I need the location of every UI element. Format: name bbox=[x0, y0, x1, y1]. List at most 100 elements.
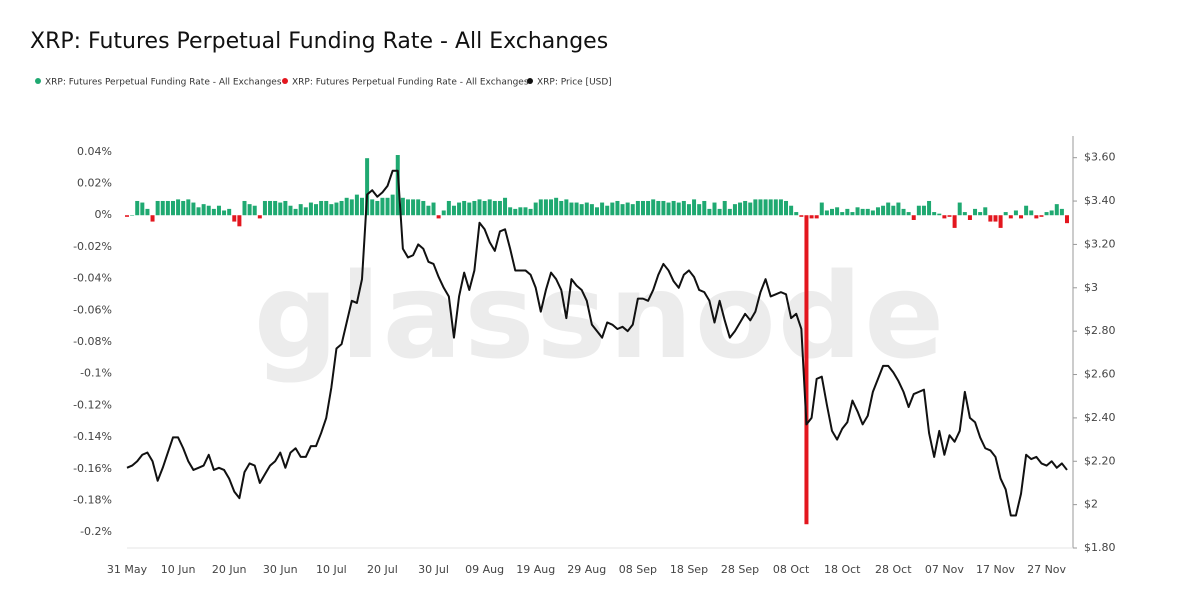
bar bbox=[262, 200, 267, 216]
bar bbox=[426, 205, 431, 216]
bar bbox=[329, 204, 334, 216]
x-tick-label: 27 Nov bbox=[1027, 563, 1066, 576]
bar bbox=[722, 200, 727, 216]
bar bbox=[620, 204, 625, 216]
y2-tick-label: $2.20 bbox=[1084, 454, 1116, 467]
bar bbox=[283, 200, 288, 216]
bar bbox=[462, 200, 467, 216]
bar bbox=[993, 215, 998, 222]
bar bbox=[441, 210, 446, 216]
y2-tick-label: $3.20 bbox=[1084, 237, 1116, 250]
bar bbox=[125, 215, 129, 217]
bar bbox=[411, 199, 416, 216]
x-tick-label: 31 May bbox=[107, 563, 148, 576]
bar bbox=[727, 208, 732, 216]
bar bbox=[595, 207, 599, 216]
bar bbox=[840, 212, 845, 216]
bar bbox=[1044, 212, 1049, 216]
bar bbox=[160, 200, 165, 216]
bar bbox=[1065, 215, 1069, 224]
y2-tick-label: $3 bbox=[1084, 281, 1098, 294]
bar bbox=[1059, 208, 1064, 216]
x-tick-label: 18 Oct bbox=[824, 563, 861, 576]
bar bbox=[247, 204, 252, 216]
bar bbox=[503, 197, 508, 216]
y-tick-label: 0.02% bbox=[77, 177, 112, 190]
bar bbox=[962, 212, 967, 216]
bar bbox=[799, 215, 804, 217]
bar bbox=[176, 199, 181, 216]
bar bbox=[237, 215, 242, 227]
bar bbox=[686, 204, 691, 216]
bar bbox=[416, 199, 421, 216]
bar bbox=[967, 215, 972, 220]
bar bbox=[646, 200, 651, 216]
bar bbox=[324, 200, 329, 216]
bar bbox=[1029, 210, 1034, 216]
bar bbox=[242, 200, 247, 216]
bar bbox=[978, 212, 983, 216]
bar bbox=[717, 208, 722, 216]
y2-tick-label: $1.80 bbox=[1084, 541, 1116, 554]
bar bbox=[477, 199, 482, 216]
bar bbox=[569, 202, 574, 216]
bar bbox=[380, 197, 385, 216]
bar bbox=[635, 200, 640, 216]
y-tick-label: -0.1% bbox=[80, 367, 112, 380]
y2-tick-label: $3.60 bbox=[1084, 151, 1116, 164]
bar bbox=[268, 200, 273, 216]
bar bbox=[533, 202, 538, 216]
bar bbox=[390, 194, 395, 216]
y-tick-label: -0.18% bbox=[73, 493, 112, 506]
legend-marker bbox=[527, 78, 533, 84]
y2-tick-label: $3.40 bbox=[1084, 194, 1116, 207]
bar bbox=[1039, 215, 1044, 217]
bar bbox=[140, 202, 145, 216]
bar bbox=[896, 202, 901, 216]
bar bbox=[1034, 215, 1039, 219]
bar bbox=[436, 215, 441, 219]
bar bbox=[681, 200, 686, 216]
bar bbox=[278, 202, 283, 216]
bar bbox=[339, 200, 344, 216]
bar bbox=[952, 215, 957, 228]
bar bbox=[421, 200, 426, 216]
bar bbox=[145, 208, 150, 216]
x-tick-label: 30 Jul bbox=[418, 563, 449, 576]
bar bbox=[630, 204, 635, 216]
bar bbox=[906, 212, 911, 216]
y2-tick-label: $2.60 bbox=[1084, 368, 1116, 381]
bar bbox=[814, 215, 819, 219]
y2-tick-label: $2.80 bbox=[1084, 324, 1116, 337]
bar bbox=[196, 207, 201, 216]
y-tick-label: -0.02% bbox=[73, 240, 112, 253]
bar bbox=[615, 200, 620, 216]
bar bbox=[773, 199, 778, 216]
bar bbox=[186, 199, 191, 216]
bar bbox=[932, 212, 937, 216]
bar bbox=[451, 205, 456, 216]
bar bbox=[375, 200, 380, 216]
bar bbox=[605, 205, 610, 216]
bar bbox=[830, 208, 834, 216]
bar bbox=[697, 204, 702, 216]
bar bbox=[983, 207, 988, 216]
bar bbox=[589, 204, 594, 216]
bar bbox=[564, 199, 569, 216]
x-tick-label: 08 Sep bbox=[619, 563, 657, 576]
bar bbox=[957, 202, 962, 216]
bar bbox=[748, 202, 753, 216]
bar bbox=[1024, 205, 1029, 216]
x-tick-label: 28 Oct bbox=[875, 563, 912, 576]
bar bbox=[789, 205, 794, 216]
bar bbox=[170, 200, 175, 216]
bar bbox=[559, 200, 564, 216]
bar bbox=[513, 208, 518, 216]
y-tick-label: -0.16% bbox=[73, 462, 112, 475]
bar bbox=[819, 202, 824, 216]
bar bbox=[523, 207, 528, 216]
bar bbox=[676, 202, 681, 216]
bar bbox=[1049, 210, 1054, 216]
bar bbox=[881, 205, 886, 216]
